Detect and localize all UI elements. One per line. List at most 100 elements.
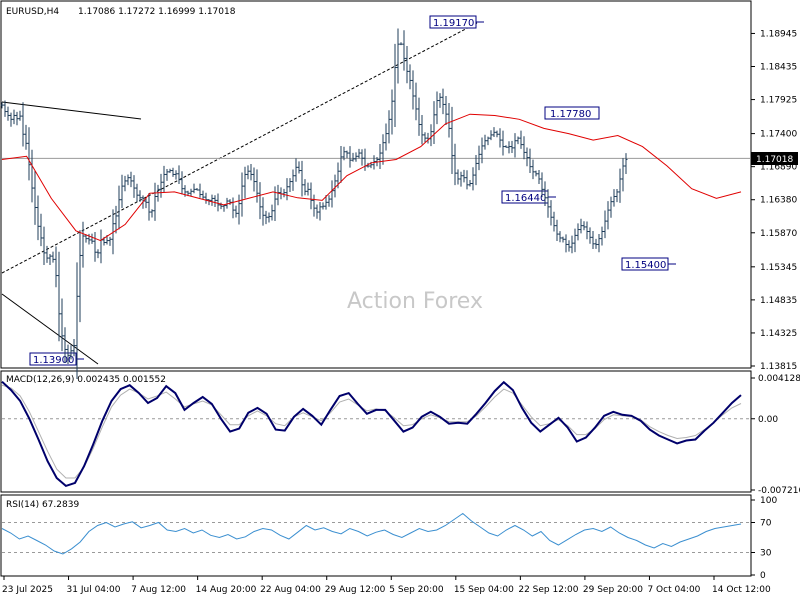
rsi-panel-frame [0,494,752,577]
price-bar [402,30,406,71]
svg-text:1.17780: 1.17780 [550,109,591,120]
price-bar [66,344,70,364]
price-tick-label: 1.15870 [760,229,797,239]
x-tick-label: 5 Sep 20:00 [389,585,444,595]
price-bar [210,194,214,206]
price-bar [15,111,19,126]
price-bar [462,169,466,183]
price-tick-label: 1.13815 [760,362,797,372]
price-bar [537,169,541,184]
price-bar [18,110,22,121]
price-bar [168,168,172,173]
price-bar [324,195,328,210]
price-bar [75,262,79,379]
price-bar [117,185,121,230]
price-bar [576,223,580,241]
rsi-line [1,512,742,555]
price-bar [573,228,577,253]
price-bar [9,112,13,127]
price-bar [543,181,547,206]
price-bar [24,124,28,150]
price-bar [33,170,37,225]
rsi-tick-label: 100 [760,496,777,506]
price-bar [3,100,7,117]
price-bar [459,171,463,187]
price-bar [339,146,343,183]
price-bar [531,159,535,180]
price-bar [216,193,220,212]
price-bar [435,91,439,125]
price-bar [489,130,493,141]
price-bar [582,221,586,231]
price-bar [288,178,292,193]
price-tick-label: 1.17400 [760,130,797,140]
price-layer [0,28,750,379]
price-bar [399,42,403,46]
price-bar [603,210,607,239]
upper-trendline [1,101,142,120]
price-bar [342,146,346,161]
price-bar [150,209,154,218]
price-bar [477,145,481,171]
price-bar [525,147,529,167]
price-bar [198,183,202,198]
watermark: Action Forex [347,289,483,314]
price-bar [234,205,238,218]
price-tick-label: 1.14325 [760,329,797,339]
price-bar [327,195,331,207]
price-bar [258,182,262,220]
price-bar [315,204,319,219]
price-bar [147,193,151,221]
price-bar [270,204,274,221]
price-bar [63,327,67,364]
x-tick-label: 15 Sep 04:00 [454,585,514,595]
x-tick-label: 29 Sep 20:00 [583,585,643,595]
price-bar [453,143,457,186]
price-bar [204,192,208,204]
price-bar [594,238,598,249]
price-bar [54,246,58,288]
macd-panel-frame [0,370,752,493]
x-tick-label: 14 Oct 12:00 [712,585,771,595]
price-bar [519,130,523,149]
label-1-17780: 1.17780 [544,106,600,120]
symbol-timeframe: EURUSD,H4 [6,7,59,17]
price-bar [438,93,442,108]
svg-text:1.13900: 1.13900 [33,355,74,366]
price-bar [354,152,358,162]
rsi-tick-label: 0 [760,571,766,581]
price-bar [225,197,229,209]
price-bar [414,82,418,121]
price-bar [42,226,46,266]
price-bar [261,197,265,226]
macd-title: MACD(12,26,9) 0.002435 0.001552 [6,375,166,385]
price-bar [153,182,157,221]
price-bar [579,218,583,234]
rsi-title: RSI(14) 67.2839 [6,500,79,510]
price-bar [390,89,394,135]
price-bar [417,97,421,136]
price-tick-label: 1.16890 [760,163,797,173]
price-bar [528,148,532,173]
axes-layer: 1.18945 1.18435 1.17925 1.17400 1.16890 1.163… [2,29,800,595]
price-bar [57,251,61,342]
price-bar [135,183,139,202]
price-bar [264,210,268,225]
price-bar [108,236,112,246]
price-bar [384,123,388,151]
price-tick-label: 1.14835 [760,296,797,306]
price-bar [306,182,310,196]
price-bar [159,173,163,198]
price-bar [549,200,553,226]
x-tick-label: 31 Jul 04:00 [67,585,121,595]
x-tick-label: 29 Aug 12:00 [325,585,386,595]
price-bar [36,195,40,241]
price-bar [393,43,397,128]
price-bar [348,146,352,168]
svg-text:1.16440: 1.16440 [505,193,546,204]
price-bar [51,251,55,263]
rsi-layer [1,512,750,555]
price-bar [444,95,448,126]
price-bar [600,226,604,246]
price-bar [291,169,295,191]
